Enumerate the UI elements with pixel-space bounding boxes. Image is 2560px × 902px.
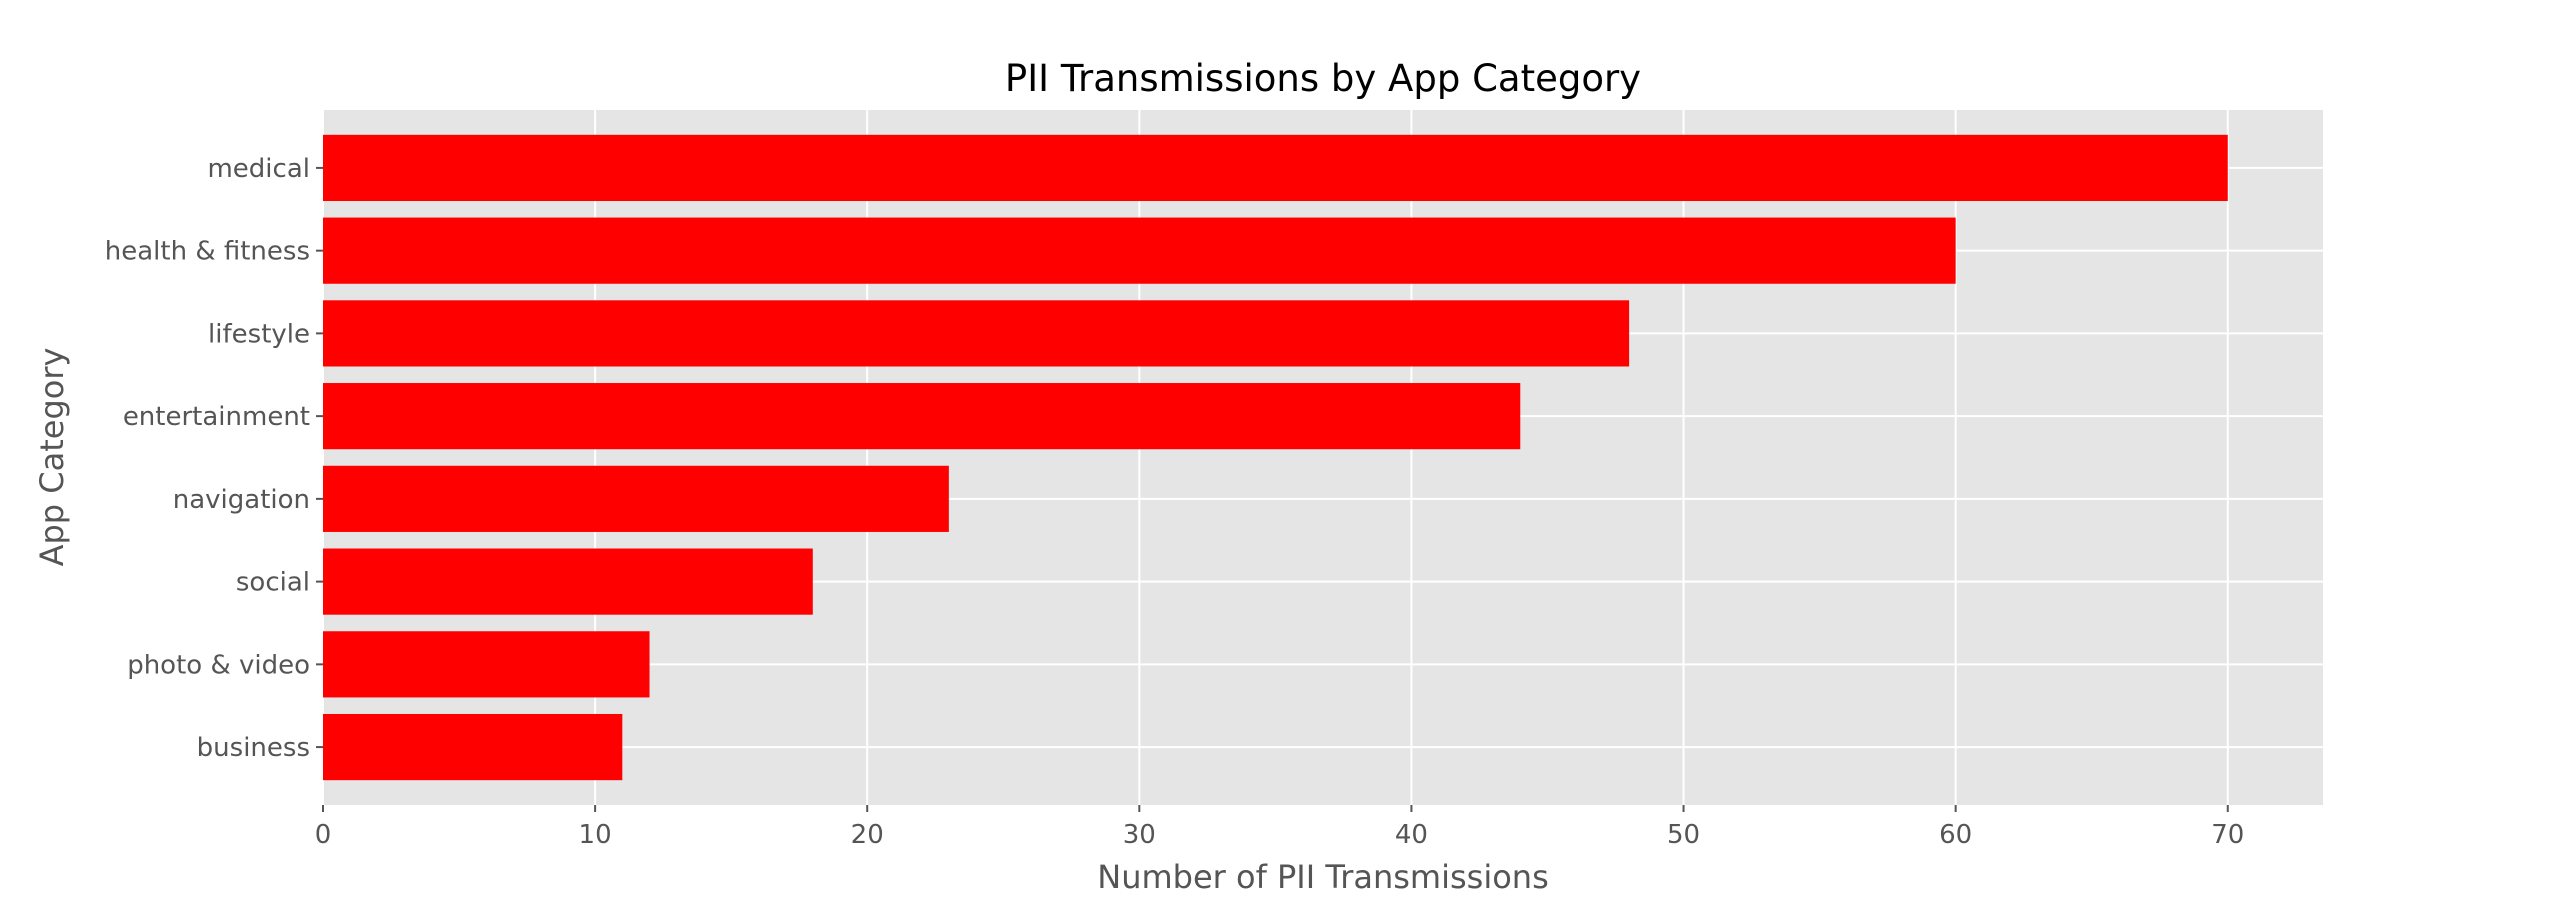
bars <box>323 134 2228 781</box>
chart-title: PII Transmissions by App Category <box>1005 57 1641 100</box>
y-tick-label: health & fitness <box>105 237 310 267</box>
plot-background <box>323 110 2323 805</box>
y-tick-label: photo & video <box>127 650 310 680</box>
bar-social <box>323 548 813 615</box>
y-axis-label: App Category <box>33 348 71 567</box>
y-tick-label: social <box>236 568 310 598</box>
bar-medical <box>323 134 2228 202</box>
bar-entertainment <box>323 383 1521 450</box>
x-tick-label: 20 <box>851 820 884 850</box>
y-tick-label: lifestyle <box>208 319 310 349</box>
bar-navigation <box>323 465 949 532</box>
bar-photo-video <box>323 631 650 698</box>
x-axis-label: Number of PII Transmissions <box>1097 858 1548 896</box>
x-tick-label: 40 <box>1395 820 1428 850</box>
y-tick-label: navigation <box>173 485 310 515</box>
x-tick-label: 50 <box>1667 820 1700 850</box>
y-tick-label: business <box>197 733 310 763</box>
bar-health-fitness <box>323 217 1956 284</box>
x-tick-label: 0 <box>315 820 332 850</box>
x-axis-ticks: 0 10 20 30 40 50 60 70 <box>315 805 2244 850</box>
x-tick-label: 60 <box>1939 820 1972 850</box>
bar-business <box>323 713 623 781</box>
y-tick-label: medical <box>207 154 310 184</box>
x-tick-label: 30 <box>1123 820 1156 850</box>
bar-lifestyle <box>323 300 1630 367</box>
y-tick-label: entertainment <box>123 402 310 432</box>
y-axis-ticks: medical health & fitness lifestyle entertai… <box>105 154 323 763</box>
x-tick-label: 10 <box>579 820 612 850</box>
x-tick-label: 70 <box>2211 820 2244 850</box>
